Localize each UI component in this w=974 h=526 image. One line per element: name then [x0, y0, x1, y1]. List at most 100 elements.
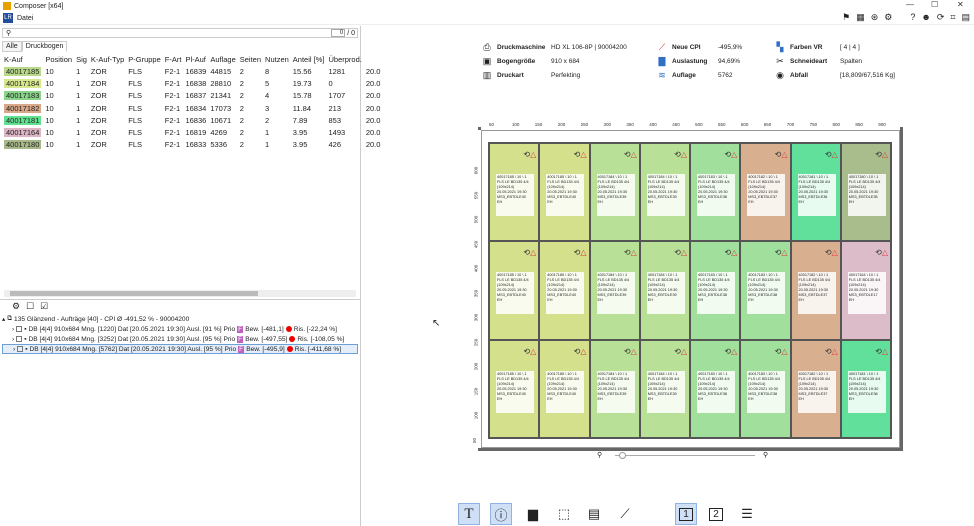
expand-icon[interactable]: ›: [13, 345, 16, 353]
list-button[interactable]: ☰: [736, 503, 758, 525]
column-header[interactable]: Pl-Auf: [185, 54, 206, 64]
table-icon[interactable]: ▦: [856, 12, 865, 22]
scan-icon[interactable]: ⌗: [950, 12, 956, 22]
checkbox-checked-icon[interactable]: ☑: [40, 301, 49, 311]
column-header[interactable]: Überprod.: [328, 54, 362, 64]
menu-datei[interactable]: Datei: [17, 14, 34, 22]
sheet-cell[interactable]: ⟲△ 40017164 \ 10 \ 1 FLS LE BD135 4/4 (109x…: [840, 241, 891, 340]
rotate-icon[interactable]: ⟲: [724, 150, 732, 159]
column-header[interactable]: Anteil [%]: [292, 54, 325, 64]
tree-item[interactable]: › ▪ DB [4|4] 910x684 Mng. [3252] Dat [20.0…: [2, 334, 358, 344]
expand-icon[interactable]: ›: [12, 335, 15, 343]
collapse-icon[interactable]: ⚙: [12, 301, 21, 311]
expand-icon[interactable]: ›: [12, 325, 15, 333]
fingerprint-icon[interactable]: ⊛: [870, 12, 879, 22]
sheet-cell[interactable]: ⟲△ 40017183 \ 10 \ 1 FLS LE BD135 4/4 (109x…: [690, 339, 741, 438]
sheet-cell[interactable]: ⟲△ 40017185 \ 10 \ 1 FLS LE BD135 4/4 (109x…: [489, 241, 540, 340]
rotate-icon[interactable]: ⟲: [774, 150, 782, 159]
rotate-icon[interactable]: ⟲: [875, 346, 882, 356]
counter-current[interactable]: 0: [331, 29, 346, 37]
close-button[interactable]: ✕: [957, 0, 964, 9]
column-header[interactable]: K-Auf: [4, 54, 23, 64]
rotate-icon[interactable]: ⟲: [523, 248, 531, 258]
table-row[interactable]: 40017182 10 1 ZOR FLS F2-1 16834 17073 2 3 11.84 21…: [2, 102, 382, 114]
table-row[interactable]: 40017181 10 1 ZOR FLS F2-1 16836 10671 2 2 7.89 853…: [2, 114, 382, 126]
list-grid-button[interactable]: ▤: [583, 503, 605, 525]
maximize-button[interactable]: ☐: [931, 0, 939, 9]
sheet-cell[interactable]: ⟲△ 40017185 \ 10 \ 1 FLS LE BD135 4/4 (109x…: [539, 241, 590, 340]
tab-druckbogen[interactable]: Druckbogen: [21, 41, 68, 52]
rotate-icon[interactable]: ⟲: [674, 346, 681, 356]
rotate-icon[interactable]: ⟲: [623, 248, 631, 258]
sheet-cell[interactable]: ⟲△ 40017182 \ 10 \ 1 FLS LE BD135 4/4 (109x…: [790, 339, 841, 438]
pane-divider[interactable]: [0, 299, 361, 300]
column-header[interactable]: [364, 53, 383, 65]
table-row[interactable]: 40017164 10 1 ZOR FLS F2-1 16819 4269 2 1 3.95 1493…: [2, 126, 382, 138]
sheet-cell[interactable]: ⟲△ 40017182 \ 10 \ 1 FLS LE BD135 4/4 (109x…: [790, 241, 841, 340]
info-button[interactable]: ⓘ: [490, 503, 512, 525]
horizontal-scrollbar[interactable]: [4, 290, 356, 297]
rotate-icon[interactable]: ⟲: [523, 346, 531, 356]
sheet-cell[interactable]: ⟲△ 40017184 \ 10 \ 1 FLS LE BD135 4/4 (109x…: [639, 241, 690, 340]
checkbox-empty-icon[interactable]: ☐: [26, 301, 35, 311]
column-header[interactable]: Seiten: [239, 54, 262, 64]
rotate-icon[interactable]: ⟲: [573, 248, 581, 258]
expand-icon[interactable]: ▴: [2, 316, 6, 323]
rotate-icon[interactable]: ⟲: [573, 150, 581, 159]
search-input[interactable]: [14, 29, 295, 37]
chart-button[interactable]: ⟋: [614, 503, 636, 525]
column-header[interactable]: Sig: [76, 54, 87, 64]
page-2-button[interactable]: 2: [705, 503, 727, 525]
sheet-cell[interactable]: ⟲△ 40017183 \ 10 \ 1 FLS LE BD135 4/4 (109x…: [690, 241, 741, 340]
sheet-cell[interactable]: ⟲△ 40017180 \ 10 \ 1 FLS LE BD135 4/4 (109x…: [840, 143, 891, 242]
tab-alle[interactable]: Alle: [2, 41, 22, 52]
sheet-cell[interactable]: ⟲△ 40017182 \ 10 \ 1 FLS LE BD135 4/4 (109x…: [740, 143, 791, 242]
zoom-in-icon[interactable]: ⚲: [763, 452, 769, 459]
sheet-cell[interactable]: ⟲△ 40017183 \ 10 \ 1 FLS LE BD135 4/4 (109x…: [690, 143, 741, 242]
sheet-cell[interactable]: ⟲△ 40017184 \ 10 \ 1 FLS LE BD135 4/4 (109x…: [589, 143, 640, 242]
column-header[interactable]: Position: [45, 54, 73, 64]
table-row[interactable]: 40017180 10 1 ZOR FLS F2-1 16833 5336 2 1 3.95 426 2…: [2, 139, 382, 151]
rotate-icon[interactable]: ⟲: [674, 150, 681, 159]
page-1-button[interactable]: 1: [675, 503, 697, 525]
rotate-icon[interactable]: ⟲: [724, 346, 732, 356]
gear-icon[interactable]: ⚙: [884, 12, 893, 22]
help-icon[interactable]: ?: [910, 12, 916, 22]
sheet-cell[interactable]: ⟲△ 40017185 \ 10 \ 1 FLS LE BD135 4/4 (109x…: [489, 339, 540, 438]
table-row[interactable]: 40017183 10 1 ZOR FLS F2-1 16837 21341 2 4 15.78 17…: [2, 90, 382, 102]
item-checkbox[interactable]: [16, 326, 23, 332]
text-tool-button[interactable]: T: [458, 503, 480, 525]
item-checkbox[interactable]: [17, 346, 24, 352]
zoom-track[interactable]: [615, 455, 755, 456]
tree-item[interactable]: › ▪ DB [4|4] 910x684 Mng. [1220] Dat [20.0…: [2, 324, 358, 334]
column-header[interactable]: Nutzen: [265, 54, 289, 64]
minimize-button[interactable]: —: [906, 0, 914, 9]
sheet-cell[interactable]: ⟲△ 40017184 \ 10 \ 1 FLS LE BD135 4/4 (109x…: [589, 339, 640, 438]
rotate-icon[interactable]: ⟲: [623, 150, 631, 159]
column-header[interactable]: Auflage: [210, 54, 236, 64]
column-header[interactable]: K-Auf-Typ: [90, 54, 125, 64]
sheet-cell[interactable]: ⟲△ 40017185 \ 10 \ 1 FLS LE BD135 4/4 (109x…: [539, 339, 590, 438]
face-icon[interactable]: ☻: [921, 12, 931, 22]
bookmark-icon[interactable]: ⚑: [842, 12, 851, 22]
rotate-icon[interactable]: ⟲: [875, 248, 882, 258]
column-header[interactable]: F-Art: [164, 54, 182, 64]
rotate-icon[interactable]: ⟲: [724, 248, 732, 258]
zoom-out-icon[interactable]: ⚲: [597, 452, 603, 459]
sheet-cell[interactable]: ⟲△ 40017184 \ 10 \ 1 FLS LE BD135 4/4 (109x…: [639, 339, 690, 438]
image-button[interactable]: ▆: [522, 503, 544, 525]
rotate-icon[interactable]: ⟲: [623, 346, 631, 356]
sheet-cell[interactable]: ⟲△ 40017185 \ 10 \ 1 FLS LE BD135 4/4 (109x…: [489, 143, 540, 242]
item-checkbox[interactable]: [16, 336, 23, 342]
table-row[interactable]: 40017185 10 1 ZOR FLS F2-1 16839 44815 2 8 15.56 12…: [2, 65, 382, 77]
rotate-icon[interactable]: ⟲: [674, 248, 681, 258]
rotate-icon[interactable]: ⟲: [573, 346, 581, 356]
select-button[interactable]: ⬚: [553, 503, 575, 525]
rotate-icon[interactable]: ⟲: [824, 346, 832, 356]
rotate-icon[interactable]: ⟲: [774, 346, 782, 356]
sheet-cell[interactable]: ⟲△ 40017183 \ 10 \ 1 FLS LE BD135 4/4 (109x…: [740, 241, 791, 340]
rotate-icon[interactable]: ⟲: [824, 150, 832, 159]
tree-header[interactable]: ▴ ⧉ 135 Glänzend - Aufträge [40] - CPI Ø…: [2, 314, 358, 324]
sheet-cell[interactable]: ⟲△ 40017185 \ 10 \ 1 FLS LE BD135 4/4 (109x…: [539, 143, 590, 242]
rotate-icon[interactable]: ⟲: [523, 150, 531, 159]
